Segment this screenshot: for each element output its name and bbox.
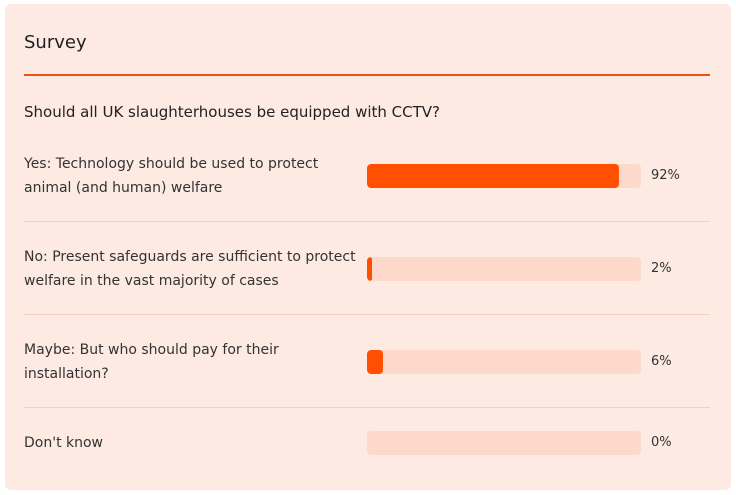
survey-question: Should all UK slaughterhouses be equippe… bbox=[24, 103, 441, 121]
title-divider bbox=[24, 74, 710, 76]
result-percentage: 92% bbox=[651, 168, 680, 183]
result-bar-track bbox=[367, 257, 641, 281]
survey-option-maybe[interactable]: Maybe: But who should pay for their inst… bbox=[24, 315, 710, 408]
result-percentage: 6% bbox=[651, 354, 672, 369]
result-bar-fill bbox=[367, 257, 373, 281]
result-bar-fill bbox=[367, 164, 620, 188]
survey-title: Survey bbox=[24, 32, 87, 53]
option-label: Maybe: But who should pay for their inst… bbox=[24, 342, 279, 382]
result-bar-track bbox=[367, 350, 641, 374]
row-divider bbox=[24, 314, 710, 315]
result-percentage: 0% bbox=[651, 435, 672, 450]
option-label: Don't know bbox=[24, 435, 104, 451]
survey-option-dont-know[interactable]: Don't know 0% bbox=[24, 408, 710, 478]
survey-option-yes[interactable]: Yes: Technology should be used to protec… bbox=[24, 152, 710, 222]
result-bar-track bbox=[367, 164, 641, 188]
row-divider bbox=[24, 407, 710, 408]
option-label: No: Present safeguards are sufficient to… bbox=[24, 249, 356, 289]
survey-card: Survey Should all UK slaughterhouses be … bbox=[5, 4, 731, 490]
result-percentage: 2% bbox=[651, 261, 672, 276]
result-bar-fill bbox=[367, 350, 384, 374]
result-bar-track bbox=[367, 431, 641, 455]
survey-option-no[interactable]: No: Present safeguards are sufficient to… bbox=[24, 222, 710, 315]
row-divider bbox=[24, 221, 710, 222]
option-label: Yes: Technology should be used to protec… bbox=[24, 156, 319, 196]
